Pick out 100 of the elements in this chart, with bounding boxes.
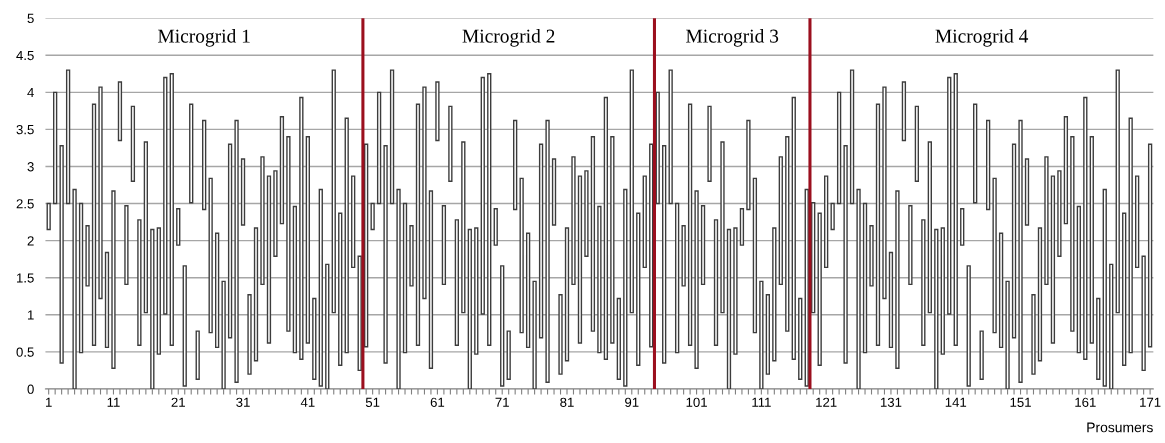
bar xyxy=(636,212,641,366)
x-tick-label: 1 xyxy=(46,397,52,407)
bar xyxy=(700,205,706,286)
bar xyxy=(195,330,200,381)
y-tick-label: 3.5 xyxy=(16,124,34,135)
bar xyxy=(338,212,343,366)
bar xyxy=(1128,117,1133,354)
bar xyxy=(953,73,958,346)
bar xyxy=(1057,170,1062,257)
bar xyxy=(441,205,447,286)
bar xyxy=(169,73,174,346)
bar xyxy=(577,175,583,344)
bar xyxy=(227,143,233,339)
bar xyxy=(1083,96,1088,360)
bar xyxy=(1147,143,1153,348)
bar xyxy=(830,202,835,231)
bar xyxy=(1109,263,1114,389)
bar xyxy=(720,141,725,314)
bar xyxy=(681,225,686,287)
bar xyxy=(1011,143,1017,339)
bar xyxy=(545,119,550,383)
y-tick-label: 4 xyxy=(27,88,34,98)
x-tick-label: 71 xyxy=(495,397,509,407)
bar xyxy=(493,208,498,246)
bar xyxy=(448,105,453,183)
bar xyxy=(1076,205,1081,354)
bar xyxy=(91,103,97,346)
bar xyxy=(98,86,103,300)
bar xyxy=(435,81,440,142)
bar xyxy=(130,105,136,183)
y-tick-label: 0.5 xyxy=(16,347,34,357)
bar xyxy=(532,280,537,389)
bar xyxy=(111,190,116,369)
bar xyxy=(655,91,660,205)
bar xyxy=(396,188,401,389)
bar xyxy=(266,175,272,344)
x-tick-label: 161 xyxy=(1075,397,1096,407)
bar xyxy=(649,143,654,348)
bar xyxy=(176,208,181,246)
bar xyxy=(824,175,829,269)
bar xyxy=(331,69,336,314)
bar xyxy=(862,202,868,354)
bar xyxy=(137,219,142,346)
bar xyxy=(422,86,427,300)
bar xyxy=(726,228,732,389)
bar xyxy=(843,145,848,364)
bar xyxy=(940,227,945,355)
bar xyxy=(610,136,615,344)
annotation: Microgrid 1 xyxy=(158,28,250,47)
bar xyxy=(214,232,220,349)
bar xyxy=(1005,280,1010,389)
bar xyxy=(78,202,84,354)
x-tick-label: 171 xyxy=(1140,397,1161,407)
bar xyxy=(351,175,356,269)
x-tick-label: 151 xyxy=(1010,397,1031,407)
bar xyxy=(901,81,907,142)
y-tick-label: 4.5 xyxy=(16,50,34,61)
bar xyxy=(1115,69,1120,314)
bar xyxy=(914,105,920,183)
y-tick-label: 5 xyxy=(27,13,34,24)
bar xyxy=(694,190,699,369)
bar xyxy=(856,188,861,389)
bar xyxy=(383,145,388,364)
bar xyxy=(597,205,602,354)
bar xyxy=(713,219,719,346)
bar xyxy=(590,136,596,332)
bar xyxy=(1063,116,1069,225)
bar xyxy=(234,119,239,383)
bar xyxy=(124,205,129,286)
bar xyxy=(998,232,1004,349)
x-tick-label: 41 xyxy=(300,397,315,407)
bar xyxy=(746,119,751,211)
bar xyxy=(921,219,926,346)
bar xyxy=(947,76,952,315)
bar xyxy=(908,205,913,286)
bar xyxy=(292,205,298,354)
bar xyxy=(1096,297,1101,381)
bar xyxy=(836,91,842,205)
bar xyxy=(564,227,570,362)
bar xyxy=(428,190,434,369)
bar xyxy=(603,96,609,360)
bar xyxy=(363,143,369,348)
bar xyxy=(623,188,628,387)
x-tick-label: 51 xyxy=(365,397,380,407)
bar xyxy=(1102,188,1107,387)
bar xyxy=(1044,156,1049,286)
bar xyxy=(629,69,634,314)
x-tick-label: 131 xyxy=(880,397,902,407)
bar xyxy=(402,202,408,354)
y-tick-label: 0 xyxy=(27,384,34,394)
x-tick-label: 101 xyxy=(686,397,707,407)
bar xyxy=(973,103,978,204)
bar xyxy=(707,105,712,183)
bar xyxy=(772,227,777,362)
bar xyxy=(150,228,155,389)
bar xyxy=(325,263,330,389)
bar xyxy=(513,119,518,211)
bar xyxy=(1050,175,1056,344)
bar xyxy=(59,145,64,364)
bar xyxy=(143,141,149,314)
